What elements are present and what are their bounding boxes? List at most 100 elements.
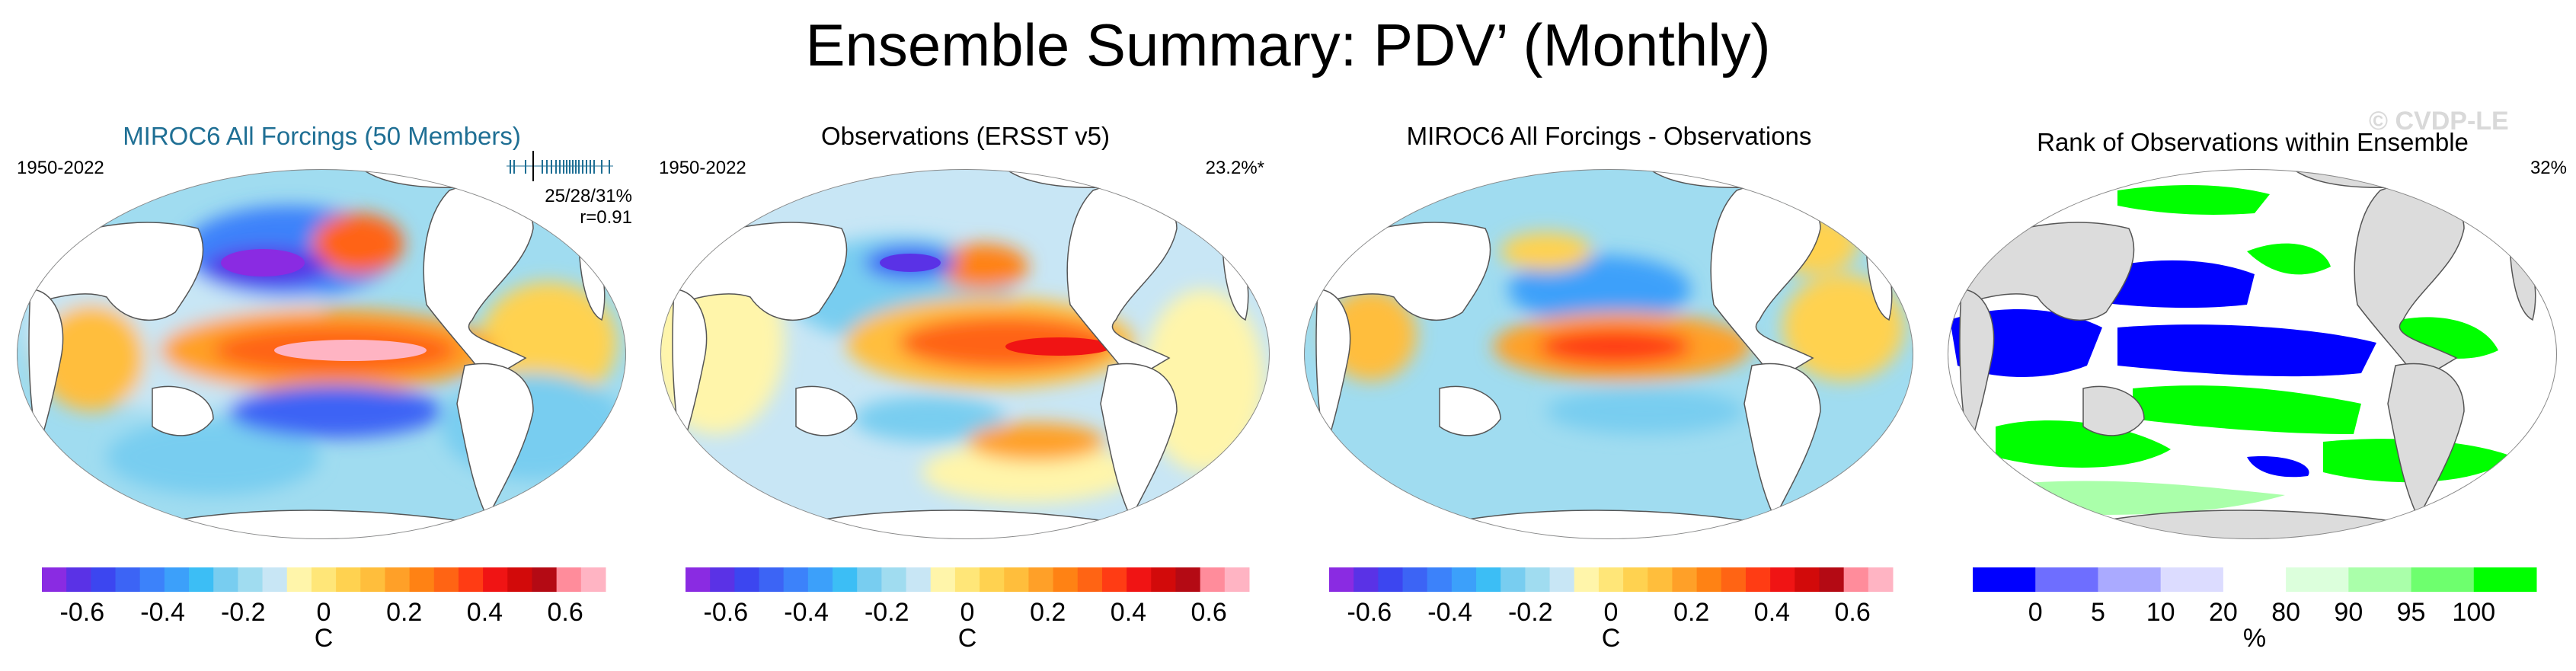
panel-3-colorbar: -0.6 -0.4 -0.2 0 0.2 0.4 0.6 C <box>1329 567 1894 653</box>
colorbar-swatch <box>458 567 484 592</box>
colorbar-swatch <box>857 567 882 592</box>
colorbar-swatch <box>833 567 858 592</box>
colorbar-swatch <box>1354 567 1379 592</box>
panel-4-map <box>1948 169 2557 539</box>
colorbar-swatch <box>1648 567 1673 592</box>
colorbar-swatch <box>1696 567 1722 592</box>
colorbar-swatch <box>433 567 459 592</box>
colorbar-tick-label: 95 <box>2397 598 2426 627</box>
colorbar-swatch <box>409 567 435 592</box>
colorbar-swatch <box>1028 567 1054 592</box>
colorbar-unit: C <box>1602 624 1621 653</box>
colorbar-swatch <box>1101 567 1127 592</box>
colorbar-tick-label: 80 <box>2271 598 2300 627</box>
panel-1-correlation: r=0.91 <box>580 207 632 228</box>
panel-1-stats: 25/28/31% <box>545 186 632 206</box>
colorbar-unit: C <box>315 624 334 653</box>
colorbar-tick-label: 0.4 <box>467 598 503 627</box>
colorbar-swatch <box>1770 567 1795 592</box>
colorbar-swatch <box>759 567 785 592</box>
colorbar-swatch <box>1574 567 1600 592</box>
panel-3-map <box>1304 169 1913 539</box>
colorbar-tick-label: 0 <box>1604 598 1619 627</box>
colorbar-swatch <box>1868 567 1894 592</box>
colorbar-swatch <box>139 567 165 592</box>
colorbar-swatch <box>164 567 190 592</box>
colorbar-tick-label: -0.2 <box>865 598 909 627</box>
colorbar-swatch <box>1402 567 1428 592</box>
colorbar-swatch <box>906 567 932 592</box>
colorbar-tick-label: -0.6 <box>60 598 105 627</box>
colorbar-swatch <box>710 567 735 592</box>
colorbar-swatch <box>1525 567 1551 592</box>
colorbar-swatch <box>1549 567 1575 592</box>
panel-2-title: Observations (ERSST v5) <box>820 122 1111 150</box>
colorbar-swatch <box>286 567 312 592</box>
colorbar-swatch <box>686 567 711 592</box>
panel-2-period: 1950-2022 <box>659 158 746 178</box>
colorbar-swatch <box>1151 567 1176 592</box>
panel-4-colorbar: 0 5 10 20 80 90 95 100% <box>1973 567 2537 653</box>
colorbar-swatch <box>2286 567 2349 592</box>
colorbar-tick-label: -0.2 <box>221 598 266 627</box>
colorbar-swatch <box>42 567 67 592</box>
colorbar-swatch <box>1077 567 1103 592</box>
colorbar-swatch <box>1623 567 1648 592</box>
panel-1-colorbar: -0.6 -0.4 -0.2 0 0.2 0.4 0.6 C <box>42 567 606 653</box>
colorbar-swatch <box>2223 567 2287 592</box>
colorbar-swatch <box>483 567 508 592</box>
colorbar-swatch <box>115 567 141 592</box>
colorbar-swatch <box>1427 567 1453 592</box>
colorbar-tick-label: 0 <box>960 598 975 627</box>
colorbar-tick-label: 0.4 <box>1111 598 1146 627</box>
panel-1-period: 1950-2022 <box>17 158 104 178</box>
colorbar-swatch <box>1672 567 1698 592</box>
colorbar-swatch <box>189 567 214 592</box>
watermark: © CVDP-LE <box>2369 107 2509 136</box>
colorbar-tick-label: 5 <box>2091 598 2105 627</box>
colorbar-swatch <box>1451 567 1477 592</box>
colorbar-swatch <box>66 567 91 592</box>
colorbar-tick-label: 0.4 <box>1754 598 1790 627</box>
colorbar-tick-label: 0.2 <box>1673 598 1709 627</box>
colorbar-swatch <box>1598 567 1624 592</box>
colorbar-swatch <box>881 567 907 592</box>
colorbar-swatch <box>311 567 337 592</box>
panel-1-title: MIROC6 All Forcings (50 Members) <box>123 122 521 150</box>
colorbar-tick-label: 20 <box>2209 598 2238 627</box>
panel-1-member-ticks <box>507 151 613 181</box>
figure-title: Ensemble Summary: PDV’ (Monthly) <box>805 11 1771 78</box>
colorbar-tick-label: -0.4 <box>140 598 185 627</box>
colorbar-swatch <box>1329 567 1354 592</box>
colorbar-swatch <box>1721 567 1747 592</box>
colorbar-swatch <box>1501 567 1526 592</box>
colorbar-swatch <box>1004 567 1029 592</box>
panel-2-map <box>660 169 1270 539</box>
colorbar-swatch <box>1819 567 1845 592</box>
colorbar-swatch <box>532 567 558 592</box>
colorbar-swatch <box>1795 567 1820 592</box>
panel-3-title: MIROC6 All Forcings - Observations <box>1406 122 1812 150</box>
colorbar-tick-label: -0.2 <box>1508 598 1553 627</box>
panel-4-title: Rank of Observations within Ensemble <box>2037 128 2469 156</box>
colorbar-swatch <box>336 567 361 592</box>
colorbar-swatch <box>2348 567 2412 592</box>
colorbar-swatch <box>2411 567 2475 592</box>
colorbar-swatch <box>2035 567 2098 592</box>
colorbar-swatch <box>783 567 809 592</box>
panel-4-percent: 32% <box>2530 158 2567 178</box>
colorbar-tick-label: 0.6 <box>548 598 583 627</box>
colorbar-unit: % <box>2243 624 2266 653</box>
colorbar-swatch <box>1378 567 1404 592</box>
colorbar-tick-label: -0.6 <box>704 598 749 627</box>
colorbar-swatch <box>1745 567 1771 592</box>
colorbar-swatch <box>954 567 980 592</box>
colorbar-tick-label: 0 <box>317 598 331 627</box>
colorbar-swatch <box>1053 567 1079 592</box>
colorbar-swatch <box>556 567 582 592</box>
colorbar-swatch <box>1127 567 1152 592</box>
colorbar-swatch <box>360 567 385 592</box>
colorbar-swatch <box>2098 567 2162 592</box>
colorbar-unit: C <box>958 624 977 653</box>
